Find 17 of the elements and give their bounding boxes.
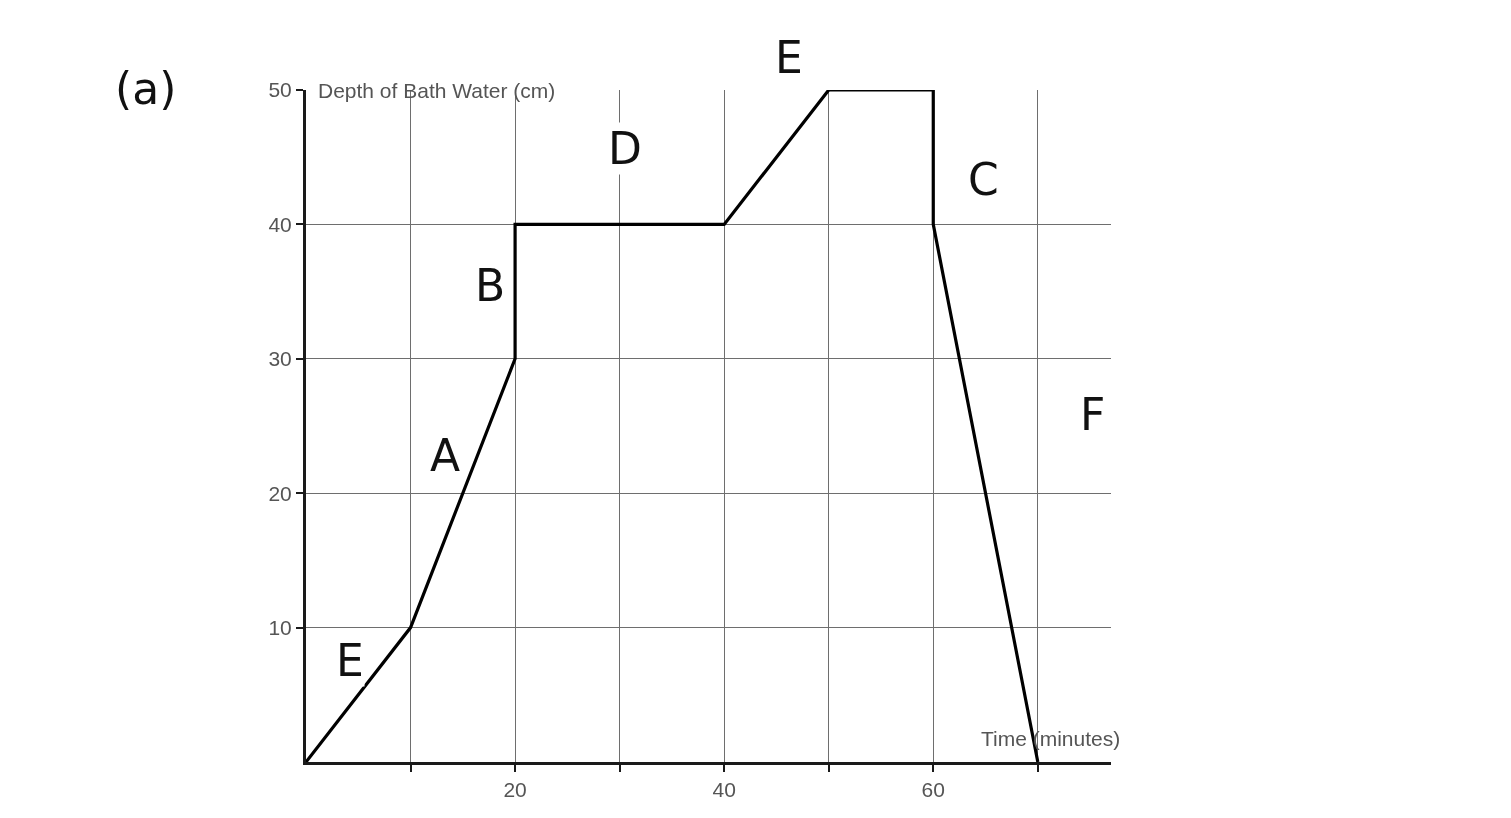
annotation: F (1080, 389, 1106, 440)
annotation: B (475, 260, 506, 311)
annotation: A (430, 430, 461, 481)
y-tick-label: 20 (268, 481, 292, 505)
text: E (775, 32, 803, 83)
y-axis-title: Depth of Bath Water (cm) (318, 79, 556, 102)
y-tick-label: 40 (268, 212, 292, 236)
annotation: E (336, 635, 364, 686)
annotation: D (608, 123, 642, 174)
annotation: C (968, 154, 999, 205)
x-tick-label: 40 (712, 778, 736, 802)
y-tick-label: 10 (268, 615, 292, 639)
x-tick-label: 20 (503, 778, 527, 802)
text: (a) (115, 63, 177, 114)
y-tick-label: 50 (268, 78, 292, 102)
y-tick-label: 30 (268, 347, 292, 371)
x-tick-label: 60 (921, 778, 945, 802)
